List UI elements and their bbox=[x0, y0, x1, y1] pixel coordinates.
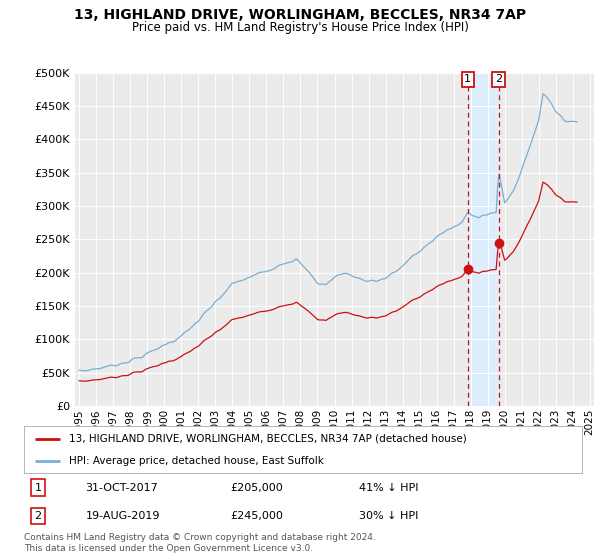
Text: 2: 2 bbox=[34, 511, 41, 521]
Text: 13, HIGHLAND DRIVE, WORLINGHAM, BECCLES, NR34 7AP: 13, HIGHLAND DRIVE, WORLINGHAM, BECCLES,… bbox=[74, 8, 526, 22]
Text: £245,000: £245,000 bbox=[230, 511, 283, 521]
Text: 13, HIGHLAND DRIVE, WORLINGHAM, BECCLES, NR34 7AP (detached house): 13, HIGHLAND DRIVE, WORLINGHAM, BECCLES,… bbox=[68, 434, 466, 444]
Text: HPI: Average price, detached house, East Suffolk: HPI: Average price, detached house, East… bbox=[68, 456, 323, 466]
Text: £205,000: £205,000 bbox=[230, 483, 283, 493]
Text: 31-OCT-2017: 31-OCT-2017 bbox=[85, 483, 158, 493]
Text: 2: 2 bbox=[495, 74, 502, 85]
Text: 1: 1 bbox=[34, 483, 41, 493]
Text: 19-AUG-2019: 19-AUG-2019 bbox=[85, 511, 160, 521]
Text: Price paid vs. HM Land Registry's House Price Index (HPI): Price paid vs. HM Land Registry's House … bbox=[131, 21, 469, 34]
Text: 1: 1 bbox=[464, 74, 471, 85]
Bar bbox=[468, 73, 499, 406]
Text: 30% ↓ HPI: 30% ↓ HPI bbox=[359, 511, 418, 521]
Text: 41% ↓ HPI: 41% ↓ HPI bbox=[359, 483, 418, 493]
Text: Contains HM Land Registry data © Crown copyright and database right 2024.
This d: Contains HM Land Registry data © Crown c… bbox=[24, 533, 376, 553]
